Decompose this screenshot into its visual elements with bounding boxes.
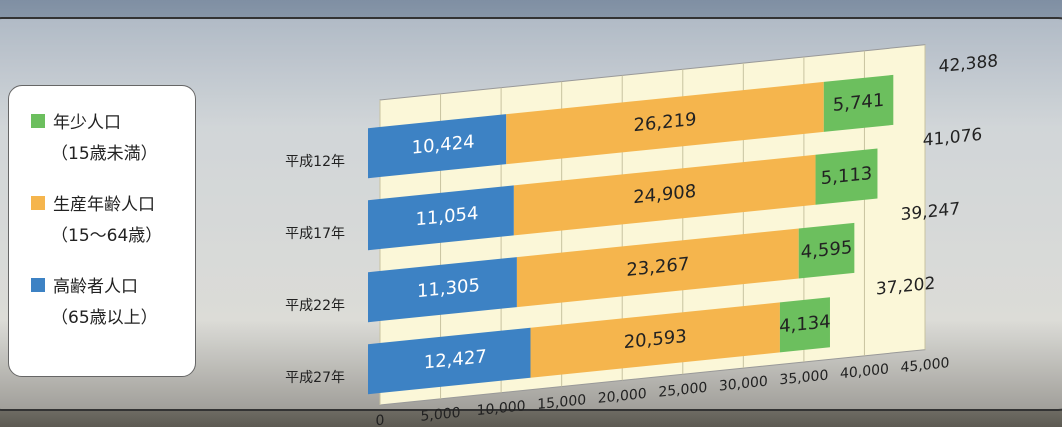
- category-label: 平成22年: [285, 298, 345, 314]
- category-label: 平成12年: [285, 154, 345, 170]
- legend-sublabel: （15〜64歳）: [51, 221, 195, 246]
- legend-label: 年少人口: [53, 108, 121, 133]
- legend-sublabel: （65歳以上）: [51, 303, 195, 328]
- legend-swatch: [31, 114, 45, 128]
- legend-label: 高齢者人口: [53, 272, 138, 297]
- category-label: 平成17年: [285, 226, 345, 242]
- category-label: 平成27年: [285, 370, 345, 386]
- legend-sublabel: （15歳未満）: [51, 139, 195, 164]
- legend-item: 生産年齢人口 （15〜64歳）: [31, 190, 195, 246]
- legend-swatch: [31, 278, 45, 292]
- legend-swatch: [31, 196, 45, 210]
- legend: 年少人口 （15歳未満） 生産年齢人口 （15〜64歳） 高齢者人口 （65歳以上）: [8, 85, 196, 377]
- legend-label: 生産年齢人口: [53, 190, 155, 215]
- legend-item: 年少人口 （15歳未満）: [31, 108, 195, 164]
- page: 05,00010,00015,00020,00025,00030,00035,0…: [0, 0, 1062, 427]
- x-tick-label: 0: [376, 413, 385, 427]
- legend-item: 高齢者人口 （65歳以上）: [31, 272, 195, 328]
